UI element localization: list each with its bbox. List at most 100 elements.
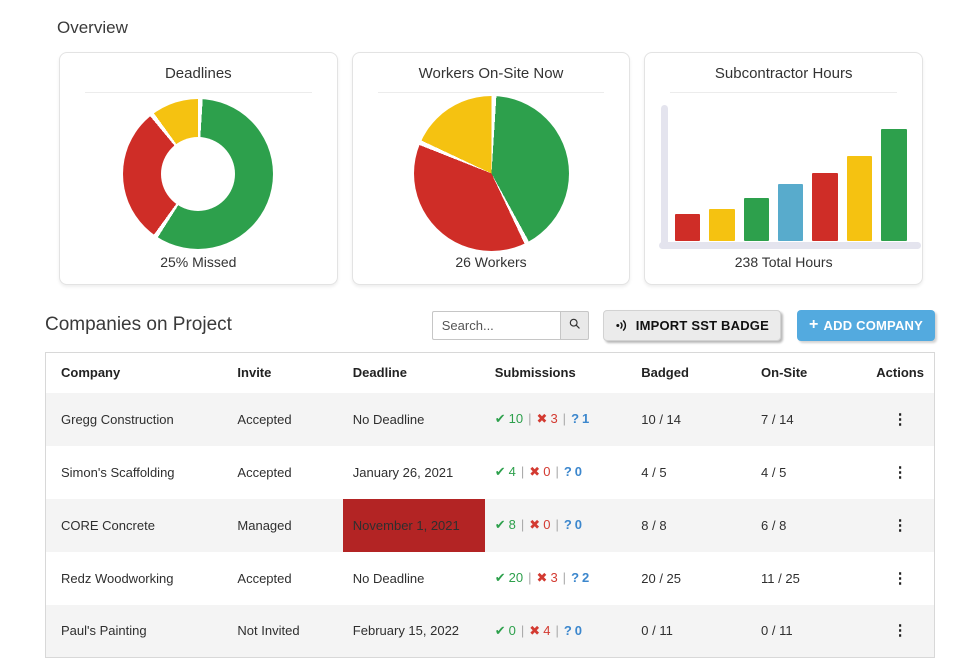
pending-count: ? 0 xyxy=(563,622,583,638)
submissions-cell: ✔ 0 | ✖ 4 |? 0 xyxy=(485,605,631,658)
workers-pie-chart xyxy=(413,96,569,251)
overview-heading: Overview xyxy=(57,18,128,37)
companies-toolbar: Companies on Project IMPO xyxy=(45,309,935,341)
invite-cell: Accepted xyxy=(237,570,292,586)
separator: | xyxy=(528,411,532,426)
badged-cell: 0 / 11 xyxy=(641,623,673,639)
separator: | xyxy=(555,464,559,479)
on-site-cell: 0 / 11 xyxy=(761,623,793,639)
deadline-cell: No Deadline xyxy=(352,570,425,586)
submissions-cell: ✔ 10 | ✖ 3 | ? 1 xyxy=(485,393,631,446)
hours-bar-2 xyxy=(709,208,735,241)
row-actions-kebab-button[interactable]: ⋮ xyxy=(887,619,914,642)
companies-table: Company Invite Deadline Submissions Badged On… xyxy=(45,352,935,658)
pending-count: ? 2 xyxy=(571,570,590,585)
hours-bar-6 xyxy=(846,155,873,241)
search-icon xyxy=(568,317,581,333)
row-actions-kebab-button[interactable]: ⋮ xyxy=(887,461,914,484)
rejected-count: ✖ 0 xyxy=(529,517,551,532)
row-actions-kebab-button[interactable]: ⋮ xyxy=(887,408,914,431)
approved-count: ✔ 10 xyxy=(494,411,524,426)
separator: | xyxy=(520,517,525,532)
hours-bar-7 xyxy=(881,128,907,241)
pending-count: ? 1 xyxy=(571,411,590,426)
submissions-cell: ✔ 20 | ✖ 3 | ? 2 xyxy=(485,552,631,605)
hours-bar-1 xyxy=(674,213,701,241)
add-company-button[interactable]: + ADD COMPANY xyxy=(796,309,935,341)
badged-cell: 8 / 8 xyxy=(641,517,667,533)
separator: | xyxy=(555,622,559,638)
card-divider xyxy=(377,92,605,93)
plus-icon: + xyxy=(808,316,819,333)
deadline-cell: November 1, 2021 xyxy=(342,498,485,552)
workers-card-title: Workers On-Site Now xyxy=(418,65,564,82)
table-row: CORE Concrete Managed November 1, 2021 ✔ 8 | ✖… xyxy=(45,498,935,552)
approved-count: ✔ 0 xyxy=(494,622,516,638)
badged-cell: 4 / 5 xyxy=(641,464,667,480)
column-header-badged: Badged xyxy=(631,352,752,393)
submissions-cell: ✔ 8 | ✖ 0 | ? 0 xyxy=(485,499,631,552)
approved-count: ✔ 8 xyxy=(494,517,516,532)
actions-cell: ⋮ xyxy=(866,605,934,658)
invite-cell: Managed xyxy=(237,517,292,533)
on-site-cell: 11 / 25 xyxy=(761,570,800,586)
on-site-cell: 7 / 14 xyxy=(761,411,794,427)
header-row: Company Invite Deadline Submissions Badged On… xyxy=(45,352,935,393)
deadlines-card-title: Deadlines xyxy=(164,65,232,82)
hours-chart-box xyxy=(645,93,922,254)
card-divider xyxy=(85,92,312,93)
separator: | xyxy=(562,570,567,585)
rejected-count: ✖ 4 xyxy=(529,622,551,638)
deadline-cell: February 15, 2022 xyxy=(352,623,460,639)
company-cell: Gregg Construction xyxy=(61,411,174,427)
separator: | xyxy=(520,622,525,638)
row-actions-kebab-button[interactable]: ⋮ xyxy=(887,567,914,590)
hours-card-title: Subcontractor Hours xyxy=(714,65,853,82)
deadline-cell: January 26, 2021 xyxy=(352,464,454,480)
actions-cell: ⋮ xyxy=(866,499,934,552)
actions-cell: ⋮ xyxy=(866,552,934,605)
search-button[interactable] xyxy=(559,310,589,340)
deadlines-chart-box xyxy=(60,93,337,254)
hours-bar-5 xyxy=(812,172,838,241)
badged-cell: 10 / 14 xyxy=(641,411,682,427)
approved-count: ✔ 20 xyxy=(494,570,524,585)
column-header-actions: Actions xyxy=(866,352,935,393)
actions-cell: ⋮ xyxy=(866,446,934,499)
deadlines-card: Deadlines 25% Missed xyxy=(59,52,338,285)
actions-cell: ⋮ xyxy=(866,393,934,446)
workers-card: Workers On-Site Now 26 Workers xyxy=(351,52,631,285)
workers-card-footer: 26 Workers xyxy=(455,254,527,270)
import-sst-badge-label: IMPORT SST BADGE xyxy=(635,317,769,333)
deadlines-donut-chart xyxy=(123,98,274,249)
bar-chart-x-axis xyxy=(658,241,921,249)
bar-chart-y-axis xyxy=(660,104,668,249)
invite-cell: Accepted xyxy=(237,411,292,427)
column-header-invite: Invite xyxy=(227,352,343,393)
hours-card-footer: 238 Total Hours xyxy=(734,254,833,270)
dashboard-page: Overview Deadlines 25% Missed Workers On… xyxy=(45,18,935,658)
card-divider xyxy=(670,92,898,93)
invite-cell: Accepted xyxy=(237,464,292,480)
deadlines-card-footer: 25% Missed xyxy=(160,254,237,270)
row-actions-kebab-button[interactable]: ⋮ xyxy=(887,514,914,537)
table-row: Simon's Scaffolding Accepted January 26, 2… xyxy=(46,446,935,499)
search-group xyxy=(431,310,589,340)
import-sst-badge-button[interactable]: IMPORT SST BADGE xyxy=(602,309,781,341)
table-row: Redz Woodworking Accepted No Deadline ✔ 20 | ✖… xyxy=(46,552,935,605)
hours-bar-3 xyxy=(743,197,769,241)
invite-cell: Not Invited xyxy=(237,623,300,639)
company-cell: Redz Woodworking xyxy=(61,570,174,586)
rejected-count: ✖ 0 xyxy=(529,464,551,479)
company-cell: CORE Concrete xyxy=(61,517,155,533)
company-cell: Simon's Scaffolding xyxy=(61,464,175,480)
on-site-cell: 6 / 8 xyxy=(761,517,787,533)
company-cell: Paul's Painting xyxy=(61,623,147,639)
hours-bar-chart xyxy=(658,104,921,249)
table-row: Gregg Construction Accepted No Deadline ✔ 10… xyxy=(45,392,935,446)
separator: | xyxy=(562,411,567,426)
separator: | xyxy=(555,517,559,532)
pending-count: ? 0 xyxy=(563,517,583,532)
column-header-on-site: On-Site xyxy=(751,352,867,393)
search-input[interactable] xyxy=(431,310,560,340)
